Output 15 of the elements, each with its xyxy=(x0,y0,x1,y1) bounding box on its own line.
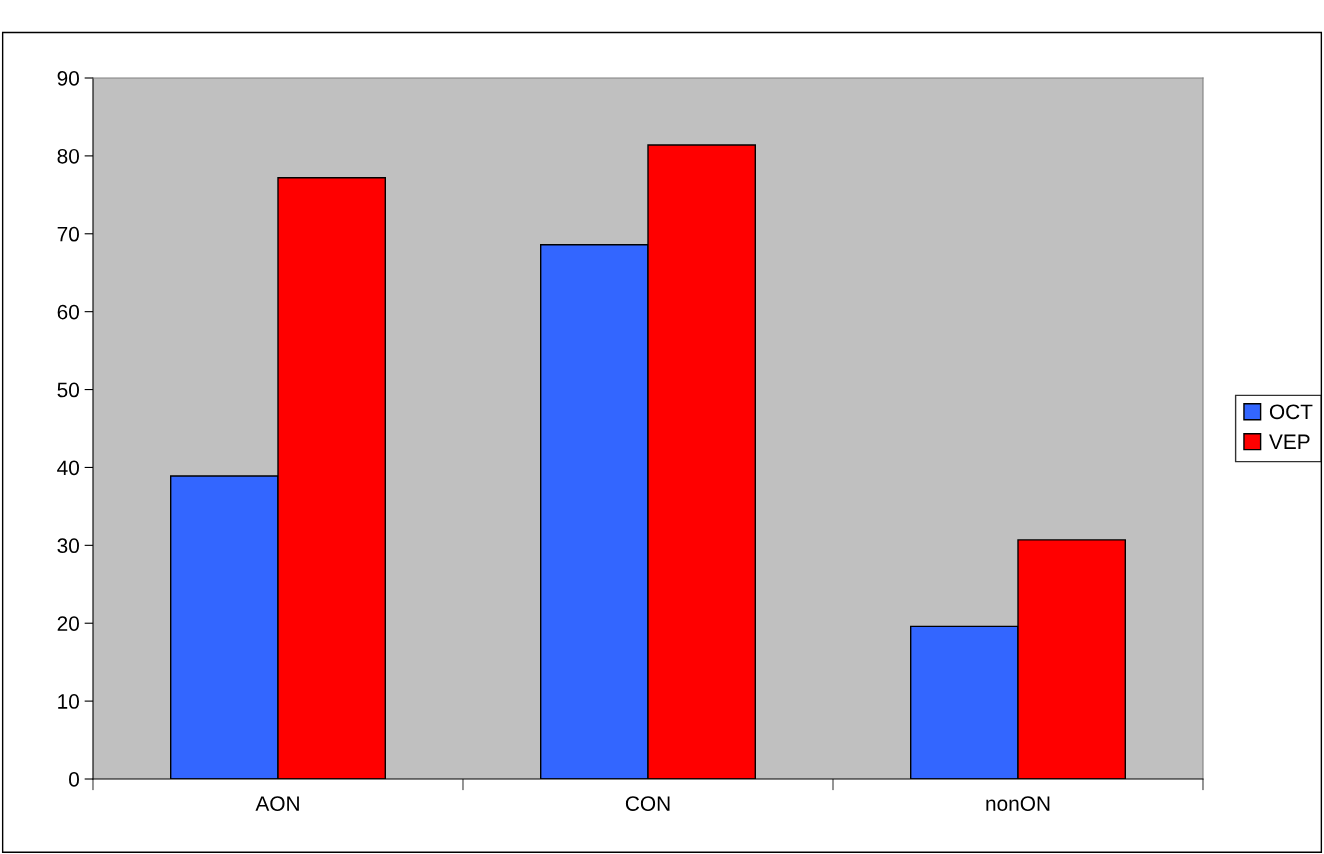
y-tick-label: 0 xyxy=(69,772,79,787)
y-tick-label: 50 xyxy=(57,382,79,398)
x-tick-label: CON xyxy=(625,796,670,811)
y-tick-label: 90 xyxy=(57,71,79,86)
y-tick-label: 10 xyxy=(58,694,79,709)
y-tick-label: 80 xyxy=(57,148,79,164)
y-tick-label: 60 xyxy=(57,304,79,320)
y-tick-label: 30 xyxy=(57,538,79,554)
legend-label: OCT xyxy=(1269,404,1313,420)
y-tick-label: 40 xyxy=(57,460,79,476)
y-tick-label: 20 xyxy=(57,616,79,631)
legend-label: VEP xyxy=(1269,434,1310,449)
x-tick-label: AON xyxy=(255,796,299,811)
x-tick-label: nonON xyxy=(986,796,1050,811)
y-tick-label: 70 xyxy=(57,226,79,242)
